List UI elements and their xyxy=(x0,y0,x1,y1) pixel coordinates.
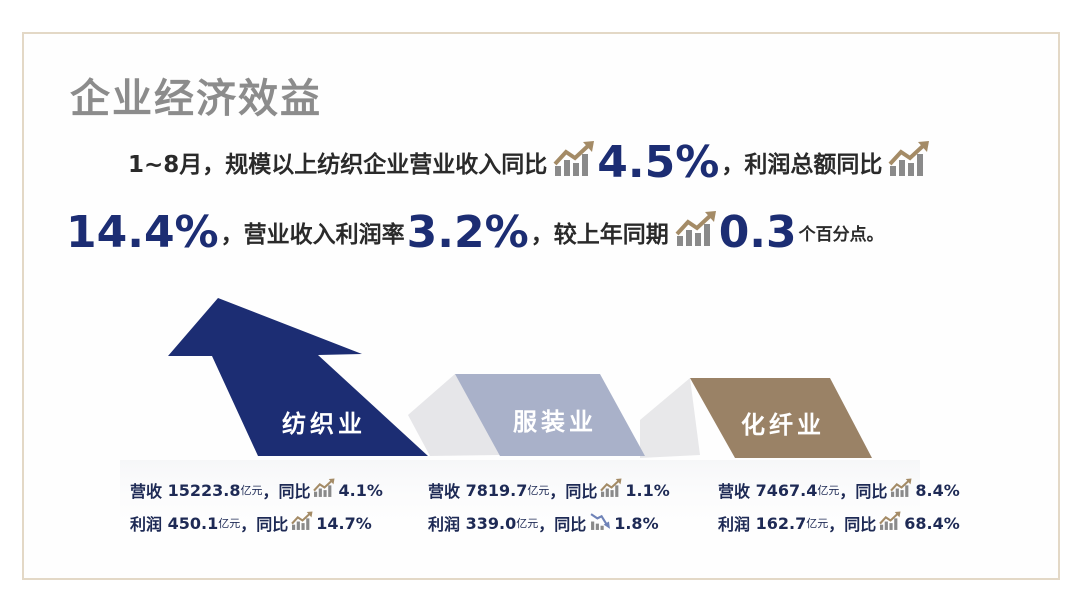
profit-label: 利润 xyxy=(718,515,751,534)
textile-arrow-shape xyxy=(168,298,428,456)
up-icon xyxy=(889,478,913,502)
summary-text-1: 1~8月，规模以上纺织企业营业收入同比 xyxy=(128,152,548,178)
profit-value: 450.1 xyxy=(167,513,219,533)
yoy-label: ，同比 xyxy=(839,482,888,501)
page-title: 企业经济效益 xyxy=(70,76,322,122)
apparel-shape xyxy=(455,374,645,456)
connector-shape xyxy=(408,374,500,456)
profit-yoy-value: 68.4% xyxy=(904,513,960,533)
profit-value: 162.7 xyxy=(755,513,807,533)
unit-label: 亿元 xyxy=(817,484,840,497)
up-icon xyxy=(290,511,314,535)
profit-growth-value: 14.4% xyxy=(66,206,219,258)
profit-yoy-value: 1.8% xyxy=(614,513,659,533)
unit-label: 亿元 xyxy=(516,517,539,530)
unit-label: 亿元 xyxy=(806,517,829,530)
revenue-growth-value: 4.5% xyxy=(597,136,720,188)
summary-line-2: 14.4% ，营业收入利润率 3.2% ，较上年同期 0.3 个百分点。 xyxy=(64,200,884,264)
apparel-profit-row: 利润 339.0 亿元 ，同比 1.8% xyxy=(428,511,659,535)
connector-shape xyxy=(640,378,700,458)
revenue-label: 营收 xyxy=(718,482,751,501)
down-icon xyxy=(588,511,612,535)
revenue-yoy-value: 4.1% xyxy=(338,480,383,500)
revenue-value: 7819.7 xyxy=(465,480,528,500)
yoy-label: ，同比 xyxy=(828,515,877,534)
revenue-yoy-value: 1.1% xyxy=(625,480,670,500)
margin-value: 3.2% xyxy=(406,206,529,258)
growth-up-icon xyxy=(675,210,717,254)
growth-up-icon xyxy=(888,140,930,184)
revenue-label: 营收 xyxy=(428,482,461,501)
revenue-value: 15223.8 xyxy=(167,480,241,500)
profit-label: 利润 xyxy=(130,515,163,534)
chemfiber-revenue-row: 营收 7467.4 亿元 ，同比 8.4% xyxy=(718,478,960,502)
yoy-label: ，同比 xyxy=(538,515,587,534)
unit-label: 亿元 xyxy=(527,484,550,497)
margin-change-value: 0.3 xyxy=(718,206,797,258)
summary-text-2: ，利润总额同比 xyxy=(721,152,883,178)
apparel-revenue-row: 营收 7819.7 亿元 ，同比 1.1% xyxy=(428,478,670,502)
up-icon xyxy=(599,478,623,502)
unit-label: 亿元 xyxy=(240,484,263,497)
margin-change-unit: 个百分点。 xyxy=(798,224,884,245)
textile-profit-row: 利润 450.1 亿元 ，同比 14.7% xyxy=(130,511,372,535)
growth-up-icon xyxy=(553,140,595,184)
segment-label-textile: 纺织业 xyxy=(282,410,366,438)
segment-label-chemfiber: 化纤业 xyxy=(741,411,825,439)
unit-label: 亿元 xyxy=(218,517,241,530)
profit-yoy-value: 14.7% xyxy=(316,513,372,533)
yoy-label: ，同比 xyxy=(549,482,598,501)
textile-revenue-row: 营收 15223.8 亿元 ，同比 4.1% xyxy=(130,478,383,502)
profit-value: 339.0 xyxy=(465,513,517,533)
revenue-yoy-value: 8.4% xyxy=(915,480,960,500)
summary-line-1: 1~8月，规模以上纺织企业营业收入同比 4.5% ，利润总额同比 xyxy=(128,134,930,190)
summary-text-4: ，较上年同期 xyxy=(530,222,669,248)
yoy-label: ，同比 xyxy=(262,482,311,501)
revenue-label: 营收 xyxy=(130,482,163,501)
chemfiber-shape xyxy=(690,378,872,458)
profit-label: 利润 xyxy=(428,515,461,534)
chemfiber-profit-row: 利润 162.7 亿元 ，同比 68.4% xyxy=(718,511,960,535)
yoy-label: ，同比 xyxy=(240,515,289,534)
segment-label-apparel: 服装业 xyxy=(513,408,597,436)
up-icon xyxy=(312,478,336,502)
summary-text-3: ，营业收入利润率 xyxy=(220,222,405,248)
up-icon xyxy=(878,511,902,535)
revenue-value: 7467.4 xyxy=(755,480,818,500)
